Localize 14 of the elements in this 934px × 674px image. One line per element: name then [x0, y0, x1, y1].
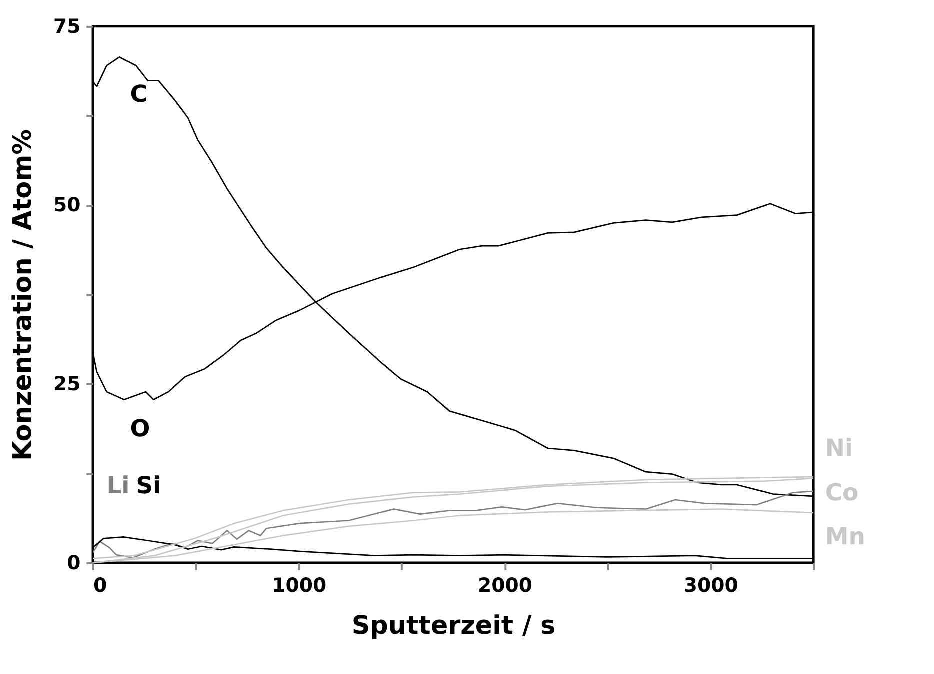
- series-label: Li: [106, 471, 130, 500]
- x-axis-title: Sputterzeit / s: [352, 610, 556, 641]
- y-tick-label: 75: [54, 14, 81, 38]
- y-tick-label: 50: [54, 194, 81, 217]
- series-label: O: [130, 414, 150, 443]
- y-axis-title: Konzentration / Atom%: [8, 129, 38, 462]
- series-label: Si: [136, 471, 162, 500]
- x-tick-label: 3000: [684, 574, 738, 597]
- y-tick-label: 0: [67, 551, 81, 574]
- x-tick-label: 0: [94, 574, 108, 597]
- series-label: C: [130, 80, 148, 108]
- y-tick-label: 25: [54, 372, 81, 396]
- x-tick-label: 1000: [272, 574, 327, 597]
- x-tick-label: 2000: [478, 574, 532, 597]
